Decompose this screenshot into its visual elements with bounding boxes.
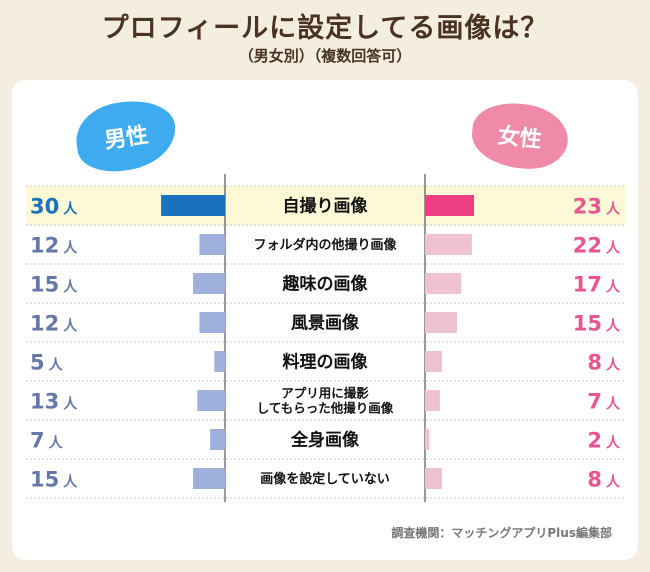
male-bar [193,273,225,294]
female-value-label: 17 人 [573,273,621,297]
category-label: 自撮り画像 [283,196,369,217]
category-label: 趣味の画像 [282,274,369,295]
male-value-label: 30 人 [30,195,78,219]
male-bar [199,234,225,255]
female-bar [425,390,440,411]
category-label: フォルダ内の他撮り画像 [253,237,397,253]
male-bar [214,351,225,372]
page-subtitle: （男女別）（複数回答可） [238,47,412,65]
category-label: 料理の画像 [283,352,369,373]
male-bar [161,195,225,216]
female-bar [425,234,472,255]
page-title: プロフィールに設定してる画像は？ [101,13,549,44]
female-value-label: 15 人 [573,312,621,336]
female-bar [425,312,457,333]
male-value-label: 15 人 [30,468,78,492]
male-value-label: 15 人 [30,273,78,297]
male-bar [210,429,225,450]
female-bar [425,195,474,216]
female-bar [425,429,430,450]
male-value-label: 12 人 [30,234,78,258]
female-value-label: 23 人 [573,195,621,219]
female-bar [425,468,443,489]
category-label: 画像を設定していない [260,471,390,487]
male-bar [199,312,225,333]
category-label: 全身画像 [290,430,360,451]
female-value-label: 22 人 [573,234,621,258]
source-credit: 調査機関：マッチングアプリPlus編集部 [391,526,612,540]
category-label: 風景画像 [291,314,360,334]
male-value-label: 13 人 [30,390,78,414]
male-value-label: 12 人 [30,312,78,336]
male-bar [197,390,225,411]
female-bar [425,273,462,294]
highlight-row [26,186,626,225]
category-label: アプリ用に撮影してもらった他撮り画像 [257,386,394,416]
female-bar [425,351,443,372]
male-bar [193,468,225,489]
